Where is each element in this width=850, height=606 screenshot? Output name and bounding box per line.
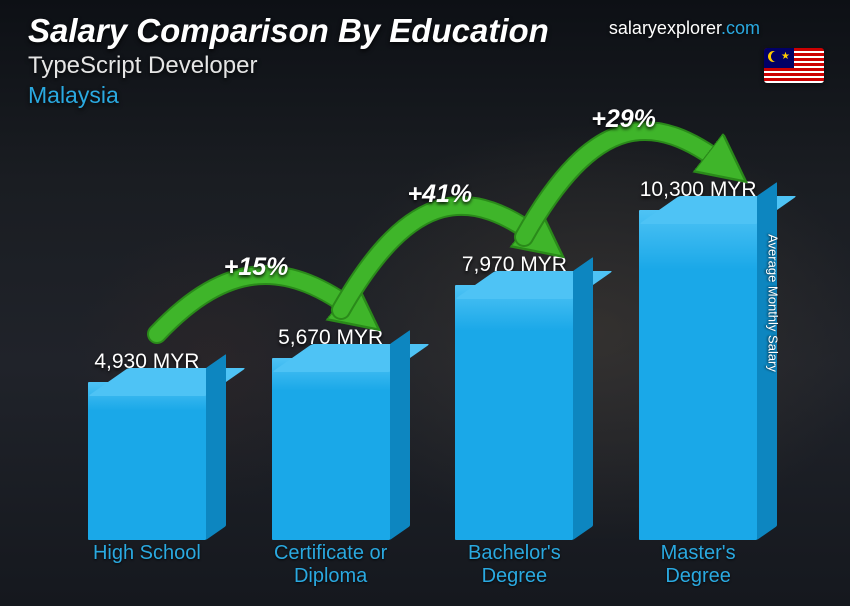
increase-pct-label: +41% (408, 180, 473, 209)
job-title: TypeScript Developer (28, 52, 830, 80)
brand-name: salaryexplorer (609, 18, 721, 38)
bar-slot: 7,970 MYR (423, 253, 607, 540)
y-axis-label: Average Monthly Salary (766, 234, 781, 372)
bar-slot: 4,930 MYR (55, 350, 239, 540)
bar (455, 285, 573, 540)
bar (272, 358, 390, 540)
country-flag-icon: ★ (764, 48, 824, 83)
bar-slot: 10,300 MYR (606, 178, 790, 540)
category-label: Bachelor'sDegree (423, 542, 607, 588)
country-name: Malaysia (28, 82, 830, 109)
bar (639, 210, 757, 540)
brand-logo: salaryexplorer.com (609, 18, 760, 39)
category-label: High School (55, 542, 239, 588)
category-label: Master'sDegree (606, 542, 790, 588)
brand-tld: .com (721, 18, 760, 38)
bar-chart: 4,930 MYR 5,670 MYR 7,970 MYR 10,300 MYR (55, 68, 790, 588)
increase-pct-label: +29% (591, 105, 656, 134)
increase-pct-label: +15% (224, 253, 289, 282)
category-label: Certificate orDiploma (239, 542, 423, 588)
bar (88, 382, 206, 540)
bar-slot: 5,670 MYR (239, 326, 423, 540)
